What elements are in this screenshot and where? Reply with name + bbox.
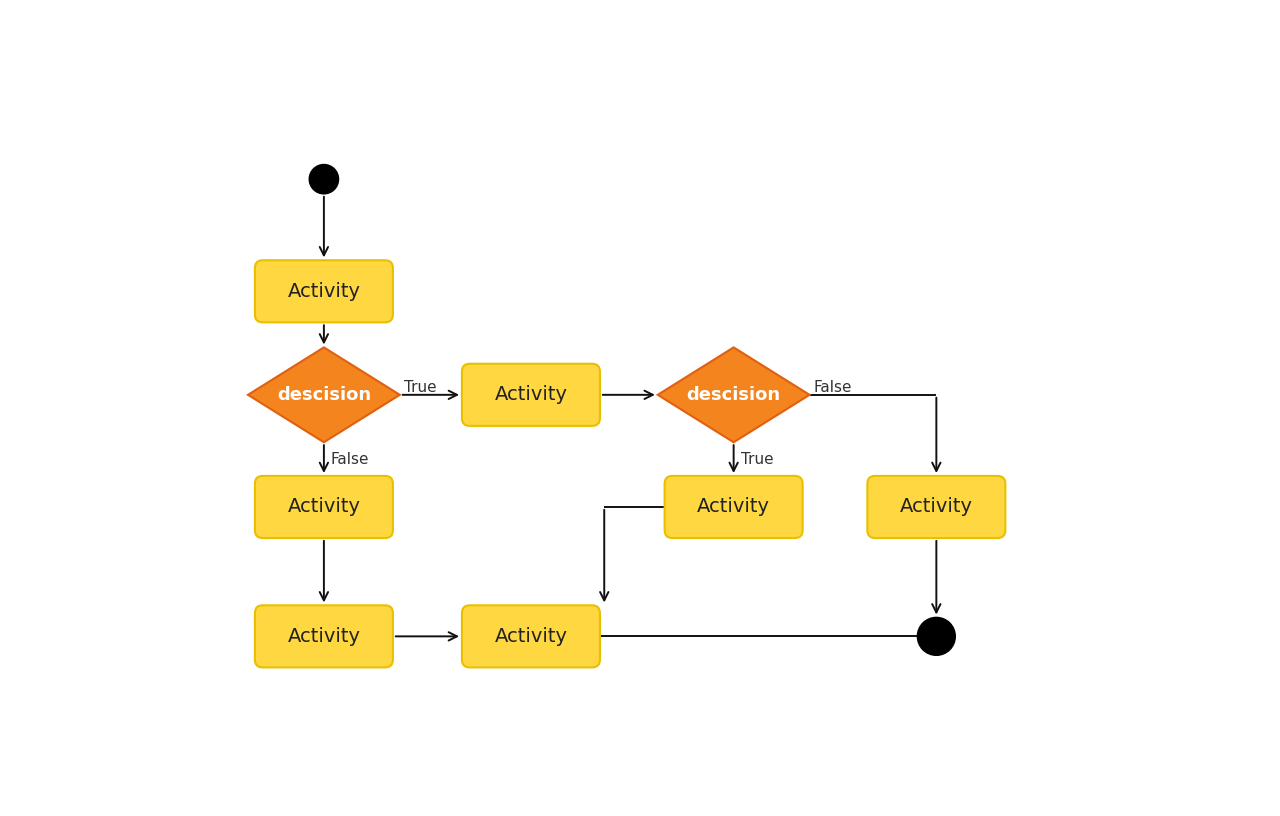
Polygon shape bbox=[248, 348, 399, 442]
Text: Activity: Activity bbox=[288, 498, 361, 517]
Text: False: False bbox=[330, 451, 370, 467]
Text: False: False bbox=[814, 380, 852, 396]
Text: Activity: Activity bbox=[698, 498, 771, 517]
FancyBboxPatch shape bbox=[462, 364, 600, 426]
Text: Activity: Activity bbox=[288, 282, 361, 301]
Text: descision: descision bbox=[686, 386, 781, 404]
Text: descision: descision bbox=[276, 386, 371, 404]
Circle shape bbox=[918, 618, 955, 655]
Text: Activity: Activity bbox=[900, 498, 973, 517]
Text: Activity: Activity bbox=[288, 627, 361, 645]
Circle shape bbox=[310, 165, 338, 194]
FancyBboxPatch shape bbox=[664, 476, 803, 538]
FancyBboxPatch shape bbox=[255, 476, 393, 538]
Text: True: True bbox=[741, 451, 773, 467]
FancyBboxPatch shape bbox=[255, 605, 393, 667]
Text: Activity: Activity bbox=[494, 627, 567, 645]
FancyBboxPatch shape bbox=[462, 605, 600, 667]
Polygon shape bbox=[658, 348, 809, 442]
Text: True: True bbox=[404, 380, 436, 396]
Text: Activity: Activity bbox=[494, 385, 567, 404]
FancyBboxPatch shape bbox=[255, 260, 393, 322]
FancyBboxPatch shape bbox=[868, 476, 1005, 538]
